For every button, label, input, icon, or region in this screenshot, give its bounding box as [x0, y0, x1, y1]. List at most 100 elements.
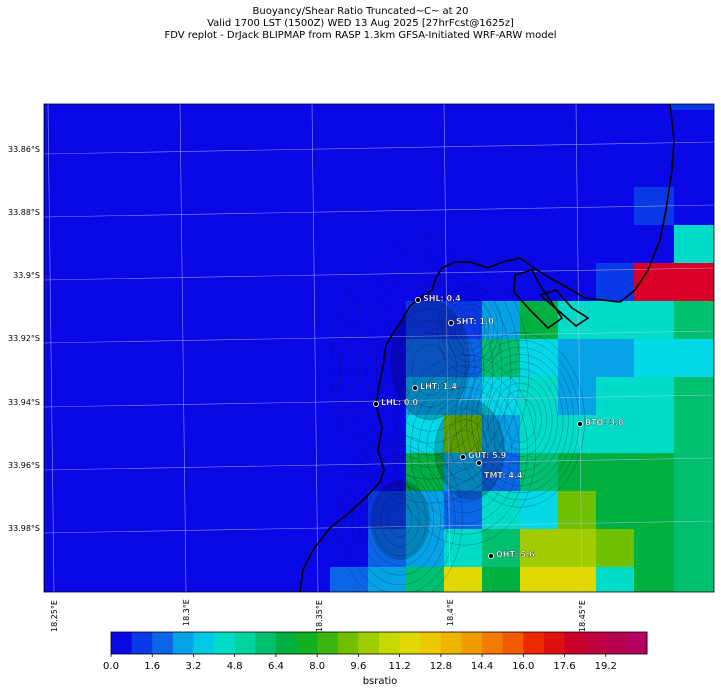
colorbar-segment [255, 632, 277, 654]
site-marker-bto [577, 420, 584, 427]
colorbar-segment [502, 632, 524, 654]
terrain-shading [370, 300, 505, 560]
ratio-cell [558, 339, 596, 377]
site-marker-lhl [372, 400, 379, 407]
colorbar-segment [296, 632, 318, 654]
site-label-oht: OHT: 5.6 [496, 550, 535, 559]
colorbar-segment [234, 632, 256, 654]
ratio-cell [368, 529, 406, 567]
ratio-cell [674, 453, 714, 491]
contour-line [455, 332, 585, 508]
lat-label: 33.86°S [8, 145, 40, 154]
colorbar-label: bsratio [362, 676, 398, 687]
colorbar-segment [461, 632, 483, 654]
contour-line [418, 387, 512, 514]
longitude-gridline [47, 104, 55, 592]
longitude-gridline [311, 104, 319, 592]
site-label-tmt: TMT: 4.4 [484, 471, 523, 480]
longitude-gridline [443, 104, 451, 592]
ratio-cell [634, 491, 674, 529]
colorbar-tick-label: 14.4 [470, 661, 494, 672]
ratio-cell [634, 529, 674, 567]
colorbar-segment [152, 632, 174, 654]
colorbar-segment [605, 632, 627, 654]
ratio-cell [558, 453, 596, 491]
ratio-cell [482, 567, 520, 592]
contour-line [426, 397, 504, 503]
lat-label: 33.94°S [8, 398, 40, 407]
ratio-cell [406, 529, 444, 567]
longitude-gridline [575, 104, 583, 592]
colorbar-segment [379, 632, 401, 654]
ratio-cell [596, 453, 634, 491]
colorbar-tick-label: 0.0 [103, 661, 119, 672]
contour-line [455, 309, 485, 351]
site-label-lht: LHT: 1.4 [420, 382, 457, 391]
lat-label: 33.9°S [13, 271, 40, 280]
ratio-cell [670, 148, 714, 188]
colorbar-segment [543, 632, 566, 654]
colorbar-segment [440, 632, 462, 654]
ratio-cell [634, 415, 674, 453]
site-label-shl: SHL: 0.4 [423, 294, 461, 303]
contour-line [441, 291, 499, 369]
ratio-cell [482, 529, 520, 567]
colorbar-tick-label: 17.6 [553, 661, 576, 672]
ratio-cell [596, 415, 634, 453]
ratio-cell [482, 491, 520, 529]
ratio-cells [330, 104, 714, 592]
contour-line [498, 390, 542, 450]
colorbar-tick-label: 19.2 [594, 661, 617, 672]
contour-line [450, 303, 490, 357]
contour-line [366, 474, 434, 566]
contour-line [337, 435, 463, 592]
contour-line [450, 430, 480, 470]
map-frame [43, 103, 715, 593]
contour-line [373, 483, 427, 557]
ratio-cell [520, 491, 558, 529]
ratio-cell [558, 529, 596, 567]
colorbar-segment [564, 632, 586, 654]
colorbar-segment [420, 632, 442, 654]
site-marker-oht [487, 553, 494, 560]
ratio-cell [520, 377, 558, 415]
site-marker-tmt [475, 459, 482, 466]
colorbar-tick-label: 6.4 [267, 661, 284, 672]
contour-line [442, 419, 488, 481]
colorbar-segment [131, 632, 153, 654]
ratio-cell [674, 187, 714, 225]
contour-line [366, 284, 494, 456]
site-label-bto: BTO: 3.8 [585, 418, 624, 427]
ratio-cell [634, 301, 674, 339]
colorbar-segment [358, 632, 380, 654]
ratio-cell [674, 415, 714, 453]
colorbar-segment [317, 632, 339, 654]
ratio-cell [596, 529, 634, 567]
ratio-cell [596, 567, 634, 592]
ratio-cell [596, 339, 634, 377]
ratio-cell [634, 567, 674, 592]
ratio-cell [330, 567, 368, 592]
colorbar-segment [337, 632, 359, 654]
contour-line [459, 315, 481, 345]
colorbar-segment [193, 632, 215, 654]
colorbar-segment [399, 632, 421, 654]
colorbar-segment [482, 632, 504, 654]
colorbar-tick-label: 3.2 [185, 661, 202, 672]
ratio-cell [406, 377, 444, 415]
contour-line [387, 503, 413, 538]
ratio-cell [444, 529, 482, 567]
contour-line [437, 285, 503, 375]
ratio-cell [406, 453, 444, 491]
colorbar-tick-label: 9.6 [350, 661, 367, 672]
ratio-cell [558, 377, 596, 415]
ratio-cell [558, 301, 596, 339]
ratio-cell [406, 415, 444, 453]
contour-line [344, 445, 456, 592]
coastline [299, 104, 675, 592]
colorbar-segment [626, 632, 648, 654]
lat-label: 33.88°S [8, 208, 40, 217]
colorbar-tick-label: 12.8 [429, 661, 452, 672]
ratio-cell [634, 339, 714, 377]
